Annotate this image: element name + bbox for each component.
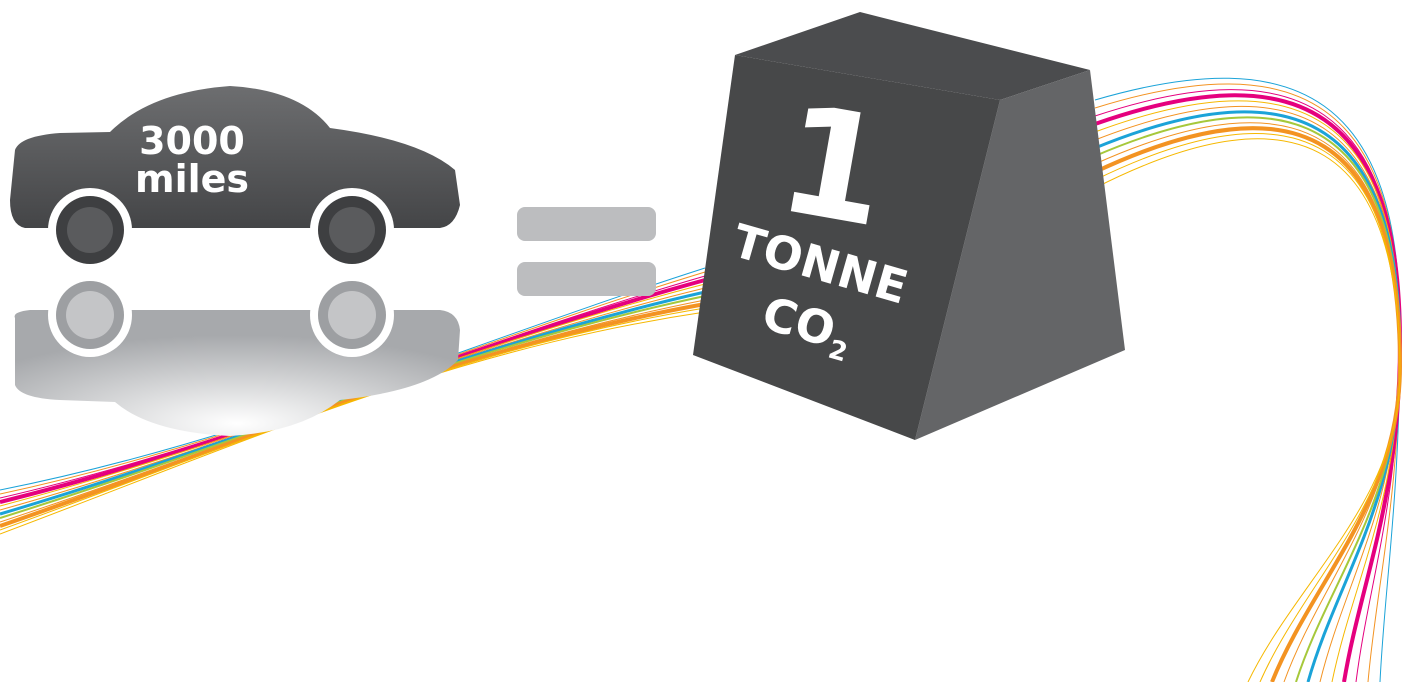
stream-line [0,307,706,531]
stream-line [1094,105,1401,682]
stream-line [1094,110,1402,682]
stream-line [0,302,706,528]
car-reflection [14,273,460,436]
car-label: 3000 [139,119,245,163]
car: 3000 miles [10,86,460,272]
equals-sign [517,207,656,296]
weight-block: 1 TONNE CO2 [693,12,1125,440]
car-label: miles [135,157,249,201]
stream-line [1094,100,1401,682]
stream-line [0,311,706,535]
stream-line [1094,77,1401,682]
stream-line [1094,116,1402,682]
stream-line [1094,93,1403,682]
stream-line [1094,138,1401,682]
